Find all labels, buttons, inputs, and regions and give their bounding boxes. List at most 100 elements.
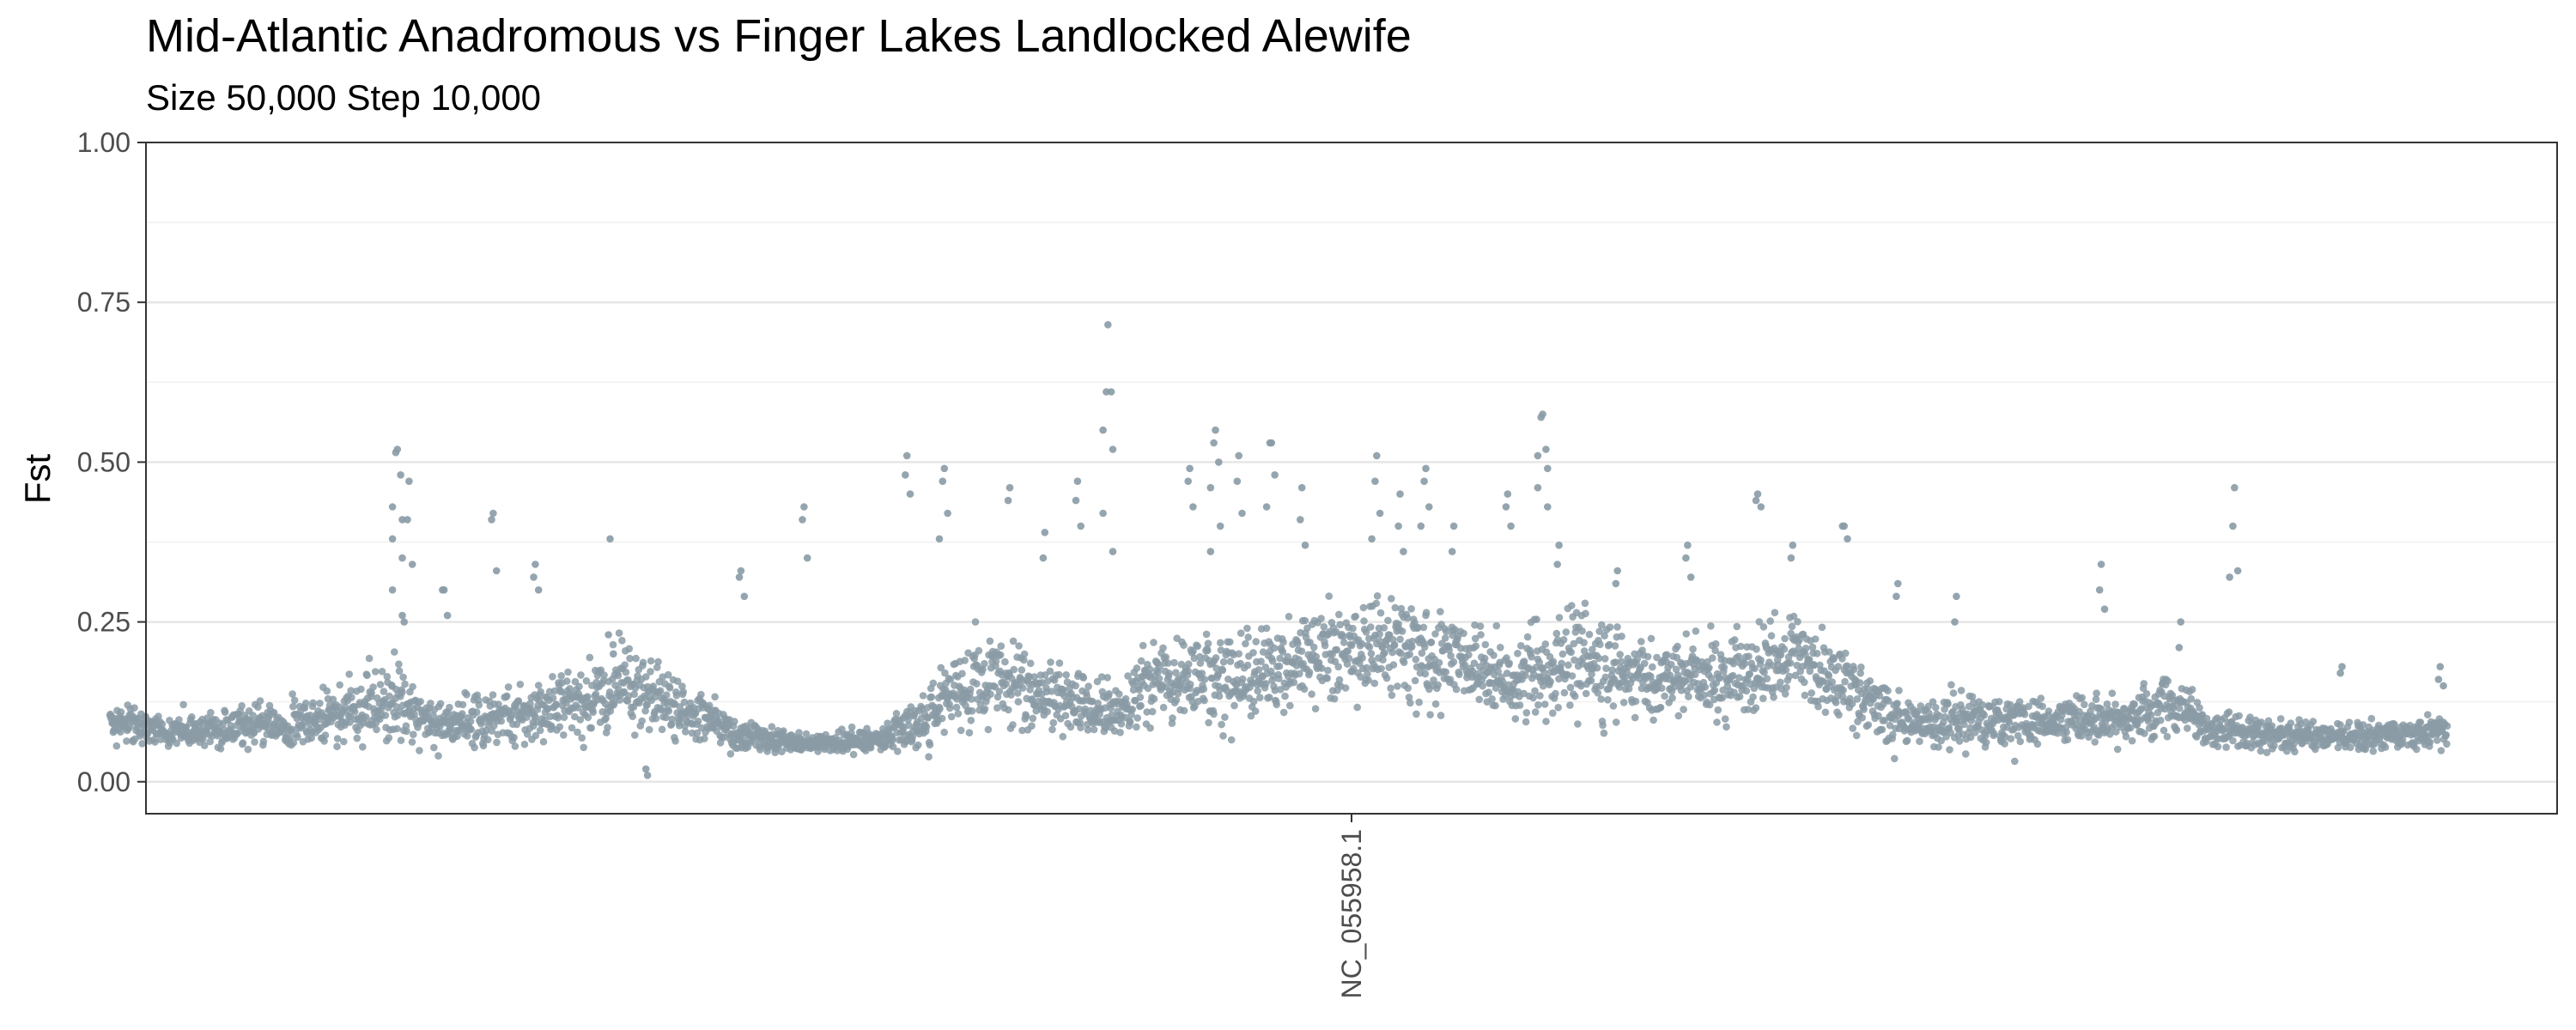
data-point [1010, 665, 1018, 674]
data-point [1212, 426, 1219, 434]
data-point [1710, 686, 1719, 694]
data-point [1380, 624, 1388, 632]
data-point [554, 714, 562, 722]
data-point [1048, 725, 1056, 734]
data-point [1475, 695, 1483, 704]
data-point [1014, 689, 1022, 697]
data-point [1353, 703, 1361, 712]
data-point [1848, 700, 1856, 708]
data-point [1400, 548, 1407, 555]
data-point [2169, 704, 2178, 712]
data-point [1789, 612, 1798, 621]
data-point [557, 672, 565, 680]
data-point [1770, 694, 1777, 701]
data-point [1317, 664, 1326, 672]
data-point [1713, 718, 1721, 726]
data-point [1533, 615, 1540, 623]
data-point [2437, 747, 2445, 754]
data-point [1571, 692, 1579, 700]
data-point [735, 573, 744, 581]
data-point [1866, 677, 1874, 685]
data-point [1204, 639, 1212, 647]
data-point [2063, 728, 2070, 736]
data-point [1397, 649, 1405, 657]
data-point [1612, 718, 1620, 726]
data-point [2103, 700, 2111, 708]
data-point [1730, 636, 1739, 644]
data-point [1808, 643, 1817, 651]
data-point [1844, 535, 1851, 543]
data-point [1144, 684, 1152, 693]
data-point [1109, 548, 1117, 555]
data-point [1243, 661, 1252, 670]
data-point [1411, 676, 1419, 685]
data-point [705, 701, 714, 710]
data-point [1577, 682, 1585, 690]
data-point [1801, 691, 1809, 700]
data-point [1334, 663, 1342, 671]
data-point [1562, 628, 1571, 636]
data-point [693, 729, 702, 737]
data-point [680, 698, 689, 706]
data-point [1826, 648, 1833, 656]
data-point [1701, 683, 1710, 691]
data-point [1834, 663, 1843, 670]
data-point [1093, 677, 1102, 686]
data-point [740, 592, 749, 601]
data-point [1219, 657, 1228, 666]
data-point [605, 631, 612, 639]
data-point [1117, 720, 1126, 728]
data-point [1146, 724, 1154, 732]
data-point [622, 668, 630, 676]
data-point [1066, 723, 1075, 731]
data-point [1408, 637, 1417, 645]
data-point [239, 739, 247, 747]
data-point [427, 700, 434, 707]
data-point [914, 741, 922, 749]
data-point [1718, 694, 1727, 702]
data-point [1128, 706, 1137, 713]
data-point [1077, 522, 1084, 530]
data-point [1905, 715, 1913, 724]
data-point [1136, 694, 1145, 701]
data-point [206, 737, 214, 746]
data-point [350, 707, 359, 716]
data-point [1801, 678, 1808, 687]
data-point [1511, 715, 1520, 723]
data-point [894, 748, 902, 755]
data-point [906, 490, 914, 498]
data-point [945, 704, 954, 712]
data-point [1150, 639, 1157, 646]
data-point [1257, 657, 1265, 665]
data-point [560, 731, 568, 739]
data-point [1364, 676, 1372, 684]
data-point [1516, 701, 1524, 709]
data-point [564, 668, 572, 676]
data-point [726, 750, 735, 758]
data-point [1978, 701, 1986, 709]
data-point [1471, 621, 1479, 629]
data-point [1805, 656, 1814, 663]
data-point [1097, 673, 1106, 681]
data-point [631, 731, 639, 739]
data-point [587, 724, 595, 732]
data-point [1947, 681, 1955, 689]
data-point [173, 739, 181, 748]
data-point [1004, 496, 1012, 505]
data-point [380, 688, 388, 695]
data-point [1602, 664, 1610, 672]
data-point [1598, 621, 1606, 629]
data-point [1020, 650, 1029, 658]
data-point [409, 682, 416, 691]
data-point [1595, 627, 1603, 635]
data-point [1251, 707, 1260, 715]
data-point [1745, 652, 1753, 660]
data-point [1582, 689, 1590, 698]
data-point [1786, 659, 1795, 667]
data-point [1448, 548, 1456, 555]
data-point [1420, 477, 1428, 485]
data-point [1471, 634, 1479, 643]
data-point [1555, 675, 1563, 683]
data-point [1564, 661, 1572, 670]
data-point [849, 750, 858, 759]
